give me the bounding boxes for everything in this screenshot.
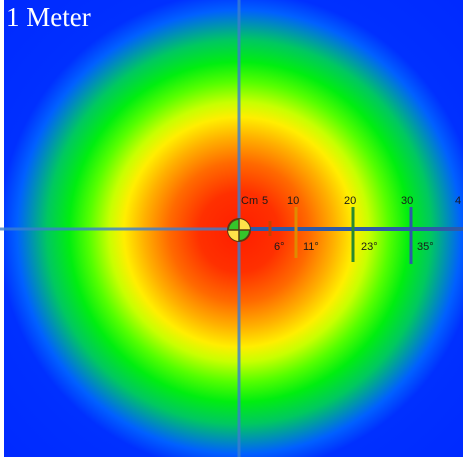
distance-title: 1 Meter (6, 2, 91, 32)
distance-label-30: 30 (401, 195, 413, 207)
distance-label-5: 5 (262, 195, 268, 207)
distance-label-40: 4 (455, 195, 461, 207)
angle-label-11: 11° (303, 241, 319, 253)
distance-unit-label: Cm (241, 195, 258, 207)
angle-label-6: 6° (274, 241, 285, 253)
angle-label-23: 23° (361, 241, 378, 253)
center-target-icon (227, 218, 251, 242)
distance-label-10: 10 (287, 195, 299, 207)
angle-label-35: 35° (417, 241, 434, 253)
distance-label-20: 20 (344, 195, 356, 207)
